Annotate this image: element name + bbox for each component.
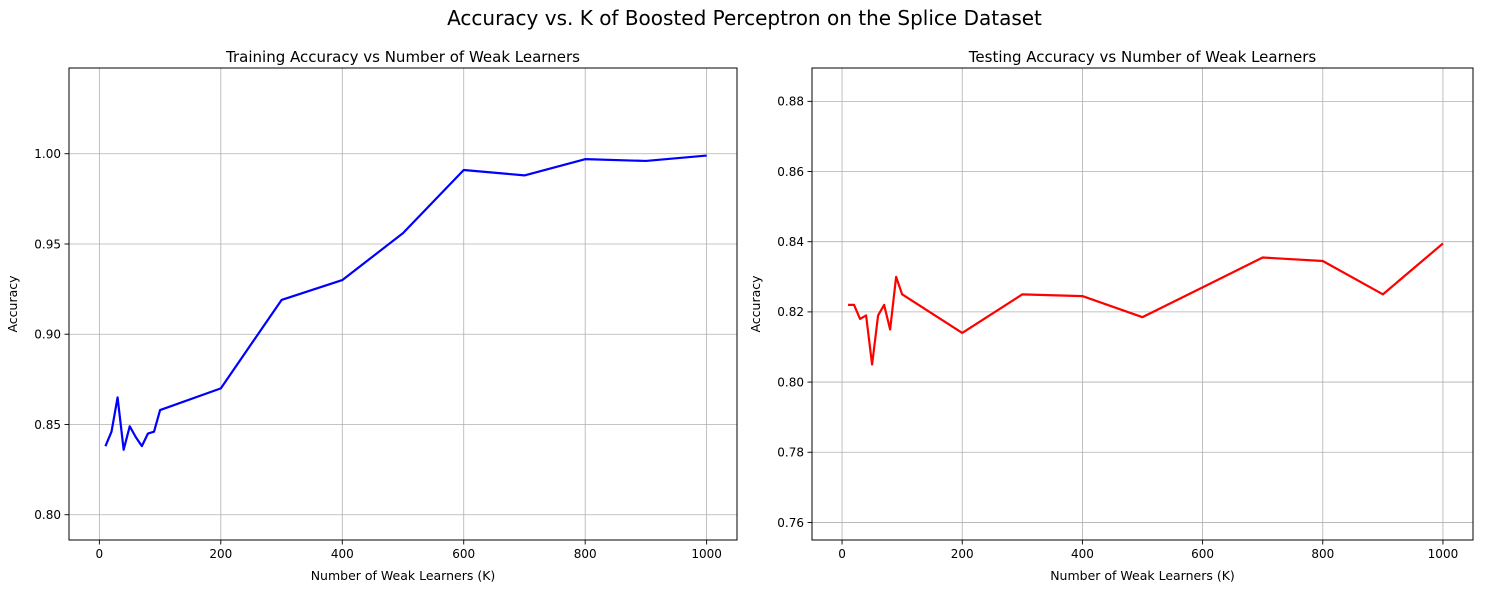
y-tick-label: 0.88 bbox=[777, 95, 804, 109]
chart-title: Testing Accuracy vs Number of Weak Learn… bbox=[968, 48, 1317, 66]
x-tick-label: 400 bbox=[331, 547, 354, 561]
chart-title: Training Accuracy vs Number of Weak Lear… bbox=[225, 48, 580, 66]
y-tick-label: 0.95 bbox=[34, 237, 61, 251]
x-tick-label: 800 bbox=[574, 547, 597, 561]
series-line-1 bbox=[848, 242, 1444, 366]
x-axis-label: Number of Weak Learners (K) bbox=[1050, 568, 1235, 583]
y-tick-label: 0.82 bbox=[777, 305, 804, 319]
y-tick-label: 0.85 bbox=[34, 418, 61, 432]
x-tick-label: 400 bbox=[1071, 547, 1094, 561]
figure-title: Accuracy vs. K of Boosted Perceptron on … bbox=[447, 6, 1042, 30]
x-tick-label: 1000 bbox=[691, 547, 722, 561]
chart-panel-2: 0 200 400 600 800 1000 0.76 0.78 0.80 0.82 0.84 0.8… bbox=[748, 48, 1474, 583]
y-axis-label: Accuracy bbox=[748, 275, 763, 333]
x-tick-label: 0 bbox=[838, 547, 846, 561]
y-axis-label: Accuracy bbox=[5, 275, 20, 333]
axes-frame bbox=[68, 67, 738, 541]
x-tick-label: 0 bbox=[96, 547, 104, 561]
chart-panel-1: 0 200 400 600 800 1000 0.80 0.85 0.90 0.95 1.00 Tra… bbox=[5, 48, 738, 583]
x-tick-label: 600 bbox=[452, 547, 475, 561]
y-tick-label: 0.80 bbox=[34, 508, 61, 522]
y-tick-label: 0.80 bbox=[777, 375, 804, 389]
x-tick-label: 800 bbox=[1311, 547, 1334, 561]
y-tick-label: 0.86 bbox=[777, 165, 804, 179]
x-axis-label: Number of Weak Learners (K) bbox=[311, 568, 496, 583]
y-tick-label: 0.76 bbox=[777, 516, 804, 530]
x-tick-label: 600 bbox=[1191, 547, 1214, 561]
y-tick-label: 0.90 bbox=[34, 328, 61, 342]
y-tick-label: 1.00 bbox=[34, 147, 61, 161]
x-tick-label: 200 bbox=[209, 547, 232, 561]
axes-frame bbox=[811, 67, 1474, 541]
series-line-1 bbox=[104, 154, 707, 451]
x-tick-label: 200 bbox=[951, 547, 974, 561]
y-tick-label: 0.78 bbox=[777, 446, 804, 460]
y-tick-label: 0.84 bbox=[777, 235, 804, 249]
x-tick-label: 1000 bbox=[1428, 547, 1459, 561]
